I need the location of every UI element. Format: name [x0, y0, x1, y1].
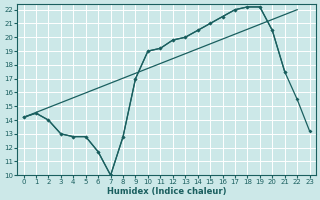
X-axis label: Humidex (Indice chaleur): Humidex (Indice chaleur): [107, 187, 226, 196]
